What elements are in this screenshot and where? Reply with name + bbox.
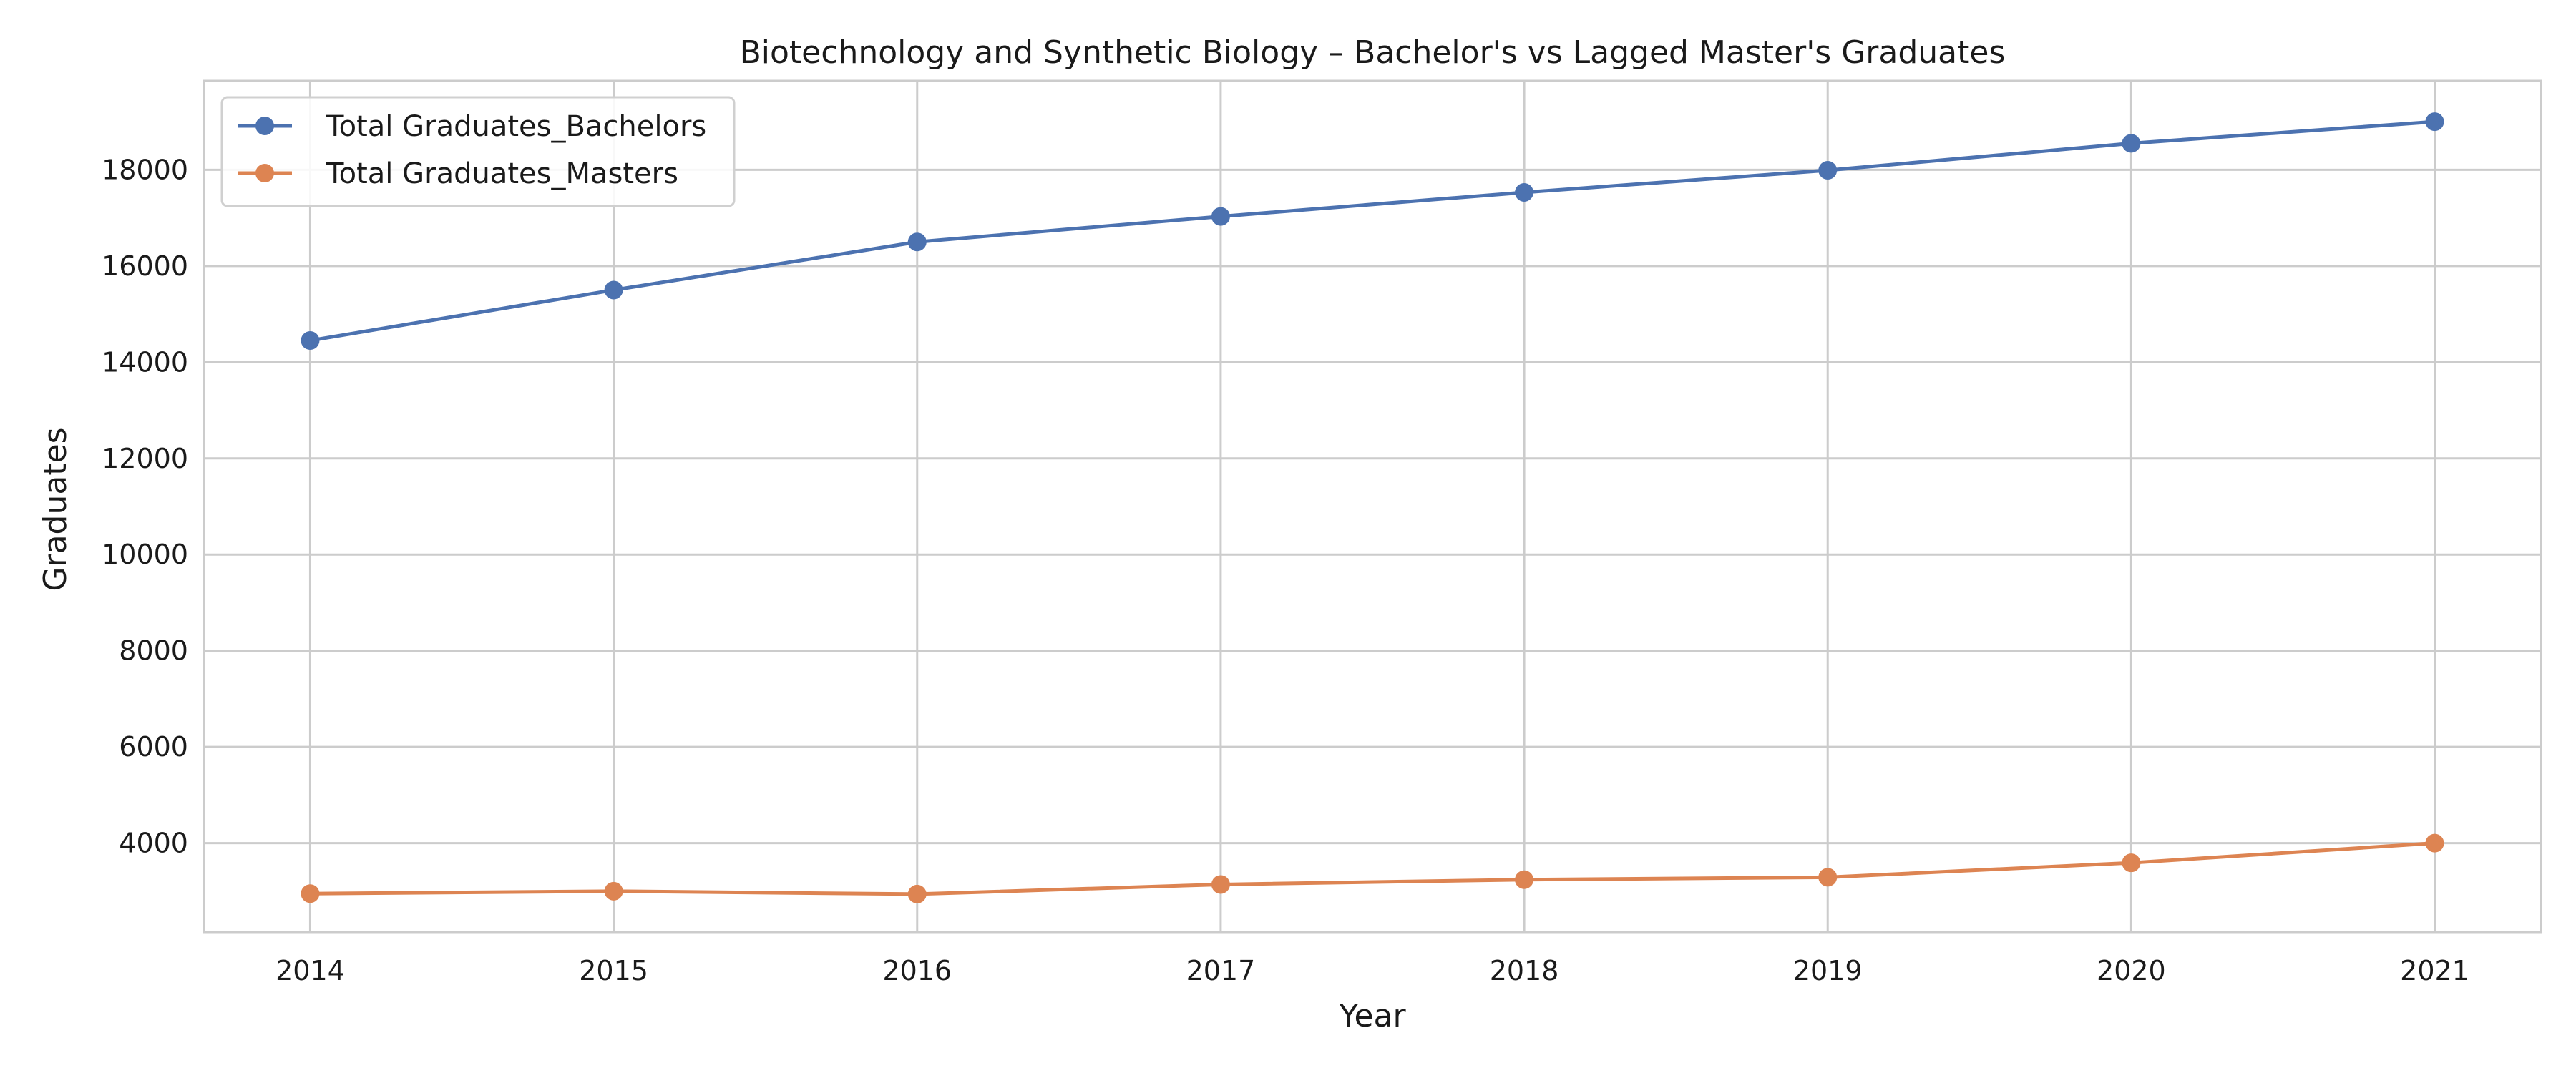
data-point xyxy=(1515,182,1534,202)
series-line xyxy=(308,119,2437,343)
plot-frame xyxy=(203,79,2542,934)
x-tick-label: 2019 xyxy=(1793,955,1863,986)
data-point xyxy=(1211,207,1230,226)
legend: Total Graduates_Bachelors Total Graduates… xyxy=(220,96,736,207)
data-point xyxy=(2425,833,2444,853)
legend-label: Total Graduates_Bachelors xyxy=(326,110,706,143)
y-tick-label: 12000 xyxy=(102,443,188,474)
data-point xyxy=(604,280,623,300)
data-point xyxy=(1211,875,1230,894)
y-tick-label: 18000 xyxy=(102,154,188,185)
data-point xyxy=(907,232,927,252)
y-tick-label: 4000 xyxy=(119,828,188,859)
x-tick-label: 2014 xyxy=(275,955,345,986)
y-tick-label: 14000 xyxy=(102,346,188,378)
series-1 xyxy=(301,833,2444,903)
x-tick-label: 2017 xyxy=(1186,955,1256,986)
legend-marker xyxy=(255,117,274,135)
series-group xyxy=(301,112,2444,903)
data-point xyxy=(2122,853,2141,873)
y-tick-label: 8000 xyxy=(119,635,188,667)
x-tick-label: 2020 xyxy=(2097,955,2166,986)
data-point xyxy=(301,884,320,903)
data-point xyxy=(907,884,927,903)
legend-item: Total Graduates_Masters xyxy=(238,157,678,190)
x-axis-label: Year xyxy=(1338,998,1406,1034)
x-tick-label: 2015 xyxy=(579,955,648,986)
grid-lines xyxy=(204,81,2541,932)
series-0 xyxy=(301,112,2444,351)
legend-label: Total Graduates_Masters xyxy=(326,157,678,190)
x-tick-label: 2018 xyxy=(1490,955,1559,986)
x-tick-label: 2021 xyxy=(2400,955,2469,986)
x-tick-label: 2016 xyxy=(882,955,952,986)
chart-title: Biotechnology and Synthetic Biology – Ba… xyxy=(740,34,2006,71)
data-point xyxy=(1818,868,1838,887)
y-tick-label: 6000 xyxy=(119,731,188,763)
legend-item: Total Graduates_Bachelors xyxy=(238,110,706,143)
data-point xyxy=(1818,161,1838,180)
data-point xyxy=(2425,112,2444,132)
y-tick-label: 16000 xyxy=(102,250,188,282)
y-tick-label: 10000 xyxy=(102,539,188,570)
legend-box xyxy=(220,96,736,207)
data-point xyxy=(1515,870,1534,889)
tick-labels: 2014 2015 2016 2017 2018 2019 2020 2021 4000 6000… xyxy=(102,154,2469,986)
data-point xyxy=(2122,134,2141,153)
data-point xyxy=(604,881,623,901)
y-axis-label: Graduates xyxy=(37,427,74,591)
legend-marker xyxy=(255,164,274,182)
data-point xyxy=(301,331,320,351)
series-line xyxy=(308,841,2437,896)
